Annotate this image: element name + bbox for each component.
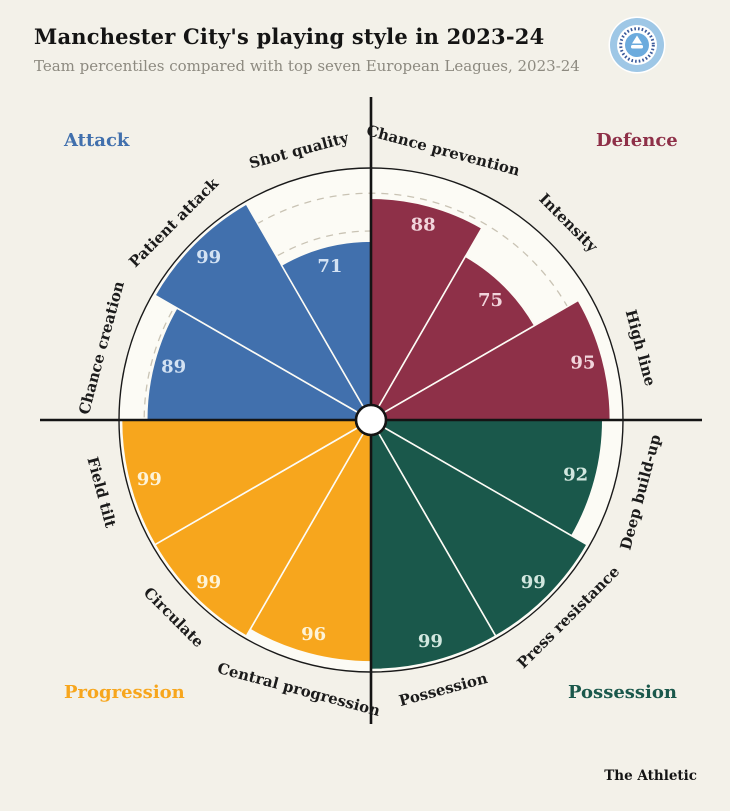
slice-circulate <box>153 417 374 638</box>
label-shot-quality: Shot quality <box>247 128 351 172</box>
value-patient-attack: 99 <box>196 247 221 268</box>
label-deep-build-up: Deep build-up <box>616 433 664 552</box>
center-hub <box>354 403 388 437</box>
value-shot-quality: 71 <box>317 256 342 277</box>
crest-ship-hull <box>631 45 643 49</box>
label-field-tilt: Field tilt <box>83 455 119 530</box>
label-high-line: High line <box>622 308 660 388</box>
slice-field-tilt <box>120 419 374 546</box>
brand-footer: The Athletic <box>604 768 697 784</box>
slice-shot-quality <box>280 240 372 423</box>
value-field-tilt: 99 <box>137 469 162 490</box>
quadrant-label-defence: Defence <box>596 130 678 151</box>
crest-lettering <box>619 27 655 63</box>
slice-chance-prevention <box>370 197 483 423</box>
slice-press-resistance <box>368 417 589 638</box>
crest-ship-sail <box>632 35 642 44</box>
quadrant-label-progression: Progression <box>64 682 185 703</box>
manchester-city-crest-icon <box>608 16 666 74</box>
value-circulate: 99 <box>196 572 221 593</box>
slice-patient-attack <box>153 202 374 423</box>
slice-chance-creation <box>145 306 374 421</box>
slice-central-progression <box>248 417 372 663</box>
value-chance-creation: 89 <box>161 357 186 378</box>
slice-intensity <box>368 255 536 423</box>
value-deep-build-up: 92 <box>563 464 588 485</box>
page-title: Manchester City's playing style in 2023-… <box>34 24 545 49</box>
value-chance-prevention: 88 <box>411 215 436 236</box>
value-central-progression: 96 <box>301 624 326 645</box>
header: Manchester City's playing style in 2023-… <box>34 24 594 75</box>
slice-deep-build-up <box>368 419 604 537</box>
label-possession: Possession <box>397 669 489 710</box>
value-high-line: 95 <box>570 353 595 374</box>
manchester-city-crest <box>608 16 666 74</box>
value-press-resistance: 99 <box>521 572 546 593</box>
quadrant-label-possession: Possession <box>568 682 677 703</box>
slice-high-line <box>368 299 612 421</box>
quadrant-label-attack: Attack <box>64 130 130 151</box>
value-possession: 99 <box>418 631 443 652</box>
slice-possession <box>370 417 497 671</box>
page-subtitle: Team percentiles compared with top seven… <box>34 57 580 75</box>
value-intensity: 75 <box>478 290 503 311</box>
outer-ring <box>118 167 624 673</box>
